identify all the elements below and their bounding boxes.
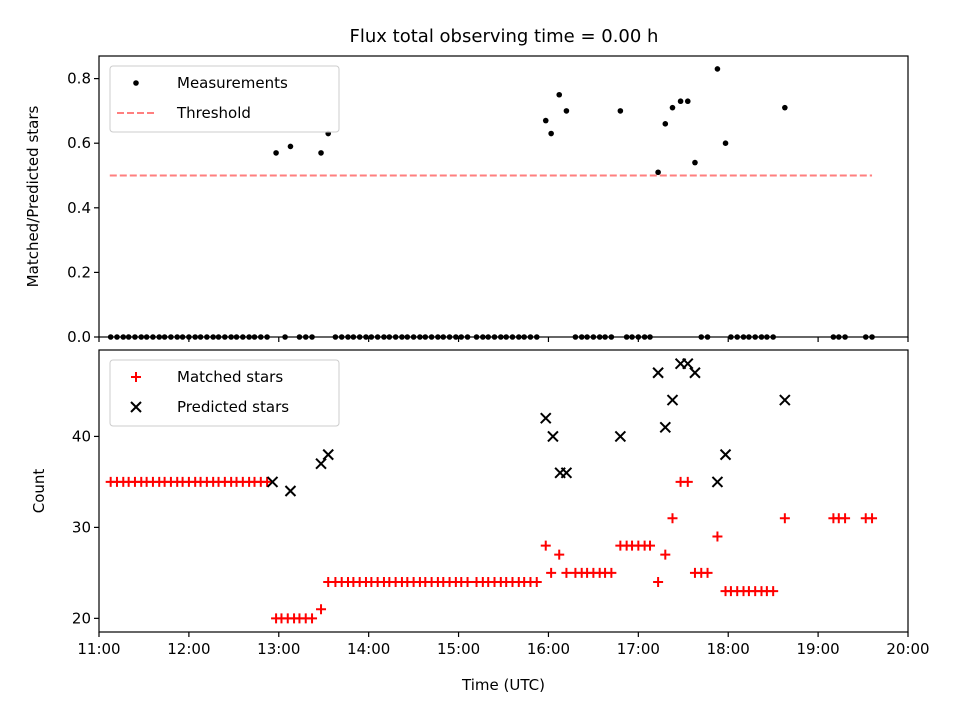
matched-star-point [682, 476, 693, 487]
axes-frame [98, 349, 909, 633]
predicted-star-point [689, 367, 701, 379]
predicted-star-point [560, 467, 573, 479]
measurement-point [692, 159, 698, 166]
legend-marker-measurements [133, 80, 139, 86]
predicted-star-point [779, 394, 791, 406]
predicted-star-point [547, 430, 559, 443]
y-tick-label: 20 [72, 609, 91, 627]
bottom-panel: 20 30 40 11:00 12:00 13:00 14:00 15:00 16:00 17:0… [30, 349, 930, 694]
measurement-point [273, 150, 279, 156]
y-tick-label: 0.0 [67, 328, 91, 346]
predicted-star-point [682, 357, 694, 370]
matched-star-point [840, 513, 851, 524]
y-axis-label: Matched/Predicted stars [24, 106, 42, 288]
measurement-point [684, 98, 691, 105]
y-tick-label: 30 [72, 518, 91, 536]
measurement-point [722, 140, 729, 147]
matched-star-point [667, 513, 678, 524]
matched-star-point [702, 567, 713, 578]
matched-star-point [606, 567, 617, 578]
matched-star-point [307, 613, 318, 624]
predicted-star-point [284, 485, 297, 497]
measurement-point [556, 91, 563, 98]
top-panel: 0.0 0.2 0.4 0.6 0.8 Matched/Predicted stars Me… [24, 55, 909, 346]
matched-star-point [561, 567, 572, 578]
y-axis-label: Count [30, 469, 48, 514]
y-tick-label: 0.8 [67, 70, 91, 88]
predicted-star-point [666, 394, 679, 406]
matched-star-point [540, 540, 551, 551]
matched-star-point [653, 576, 664, 587]
predicted-star-point [711, 476, 724, 488]
measurement-point [617, 108, 624, 114]
predicted-star-point [719, 448, 732, 461]
predicted-star-point [652, 367, 664, 379]
legend-marker-predicted [130, 401, 142, 413]
predicted-star-point [266, 476, 279, 488]
predicted-star-point [614, 430, 627, 443]
matched-star-point [316, 604, 327, 615]
measurement-point [287, 143, 294, 150]
measurement-point [662, 121, 669, 127]
measurement-point [782, 104, 788, 111]
measurement-point [669, 104, 676, 111]
predicted-star-point [659, 421, 672, 434]
predicted-star-point [540, 412, 552, 424]
y-tick-label: 40 [72, 427, 91, 445]
matched-star-point [660, 549, 671, 560]
matched-star-point [462, 576, 473, 587]
legend-box [109, 359, 340, 427]
matched-star-point [712, 531, 723, 542]
x-tick-label: 19:00 [796, 640, 839, 658]
matched-star-point [546, 567, 557, 578]
matched-star-point [554, 549, 565, 560]
measurement-point [655, 169, 661, 176]
legend-label: Measurements [177, 74, 288, 92]
x-tick-label: 15:00 [437, 640, 480, 658]
matched-star-point [867, 513, 878, 524]
x-tick-label: 11:00 [77, 640, 120, 658]
predicted-star-point [315, 458, 327, 470]
legend-label: Threshold [176, 104, 251, 122]
measurement-point [548, 130, 554, 137]
y-tick-label: 0.2 [67, 263, 91, 281]
x-tick-label: 14:00 [347, 640, 390, 658]
axes-frame [98, 55, 909, 338]
x-tick-label: 12:00 [167, 640, 210, 658]
matched-star-point [262, 476, 273, 487]
matched-star-point [645, 540, 656, 551]
y-tick-label: 0.4 [67, 199, 91, 217]
x-tick-label: 20:00 [886, 640, 929, 658]
x-tick-label: 18:00 [707, 640, 750, 658]
x-tick-label: 13:00 [257, 640, 300, 658]
matched-star-point [779, 513, 790, 524]
measurement-point [318, 150, 324, 156]
chart-title: Flux total observing time = 0.00 h [350, 26, 659, 47]
x-axis-label: Time (UTC) [461, 676, 545, 694]
matched-star-point [531, 576, 542, 587]
measurement-point [563, 108, 570, 114]
legend-label: Predicted stars [177, 398, 289, 416]
measurement-point [714, 66, 721, 72]
y-tick-label: 0.6 [67, 134, 91, 152]
measurement-point [677, 98, 684, 105]
legend-label: Matched stars [177, 368, 283, 386]
x-tick-label: 16:00 [527, 640, 570, 658]
matched-star-point [768, 586, 779, 597]
measurement-point [542, 117, 549, 124]
x-tick-label: 17:00 [617, 640, 660, 658]
predicted-star-point [322, 448, 334, 461]
legend-marker-matched [131, 372, 141, 382]
legend-box [109, 65, 340, 133]
